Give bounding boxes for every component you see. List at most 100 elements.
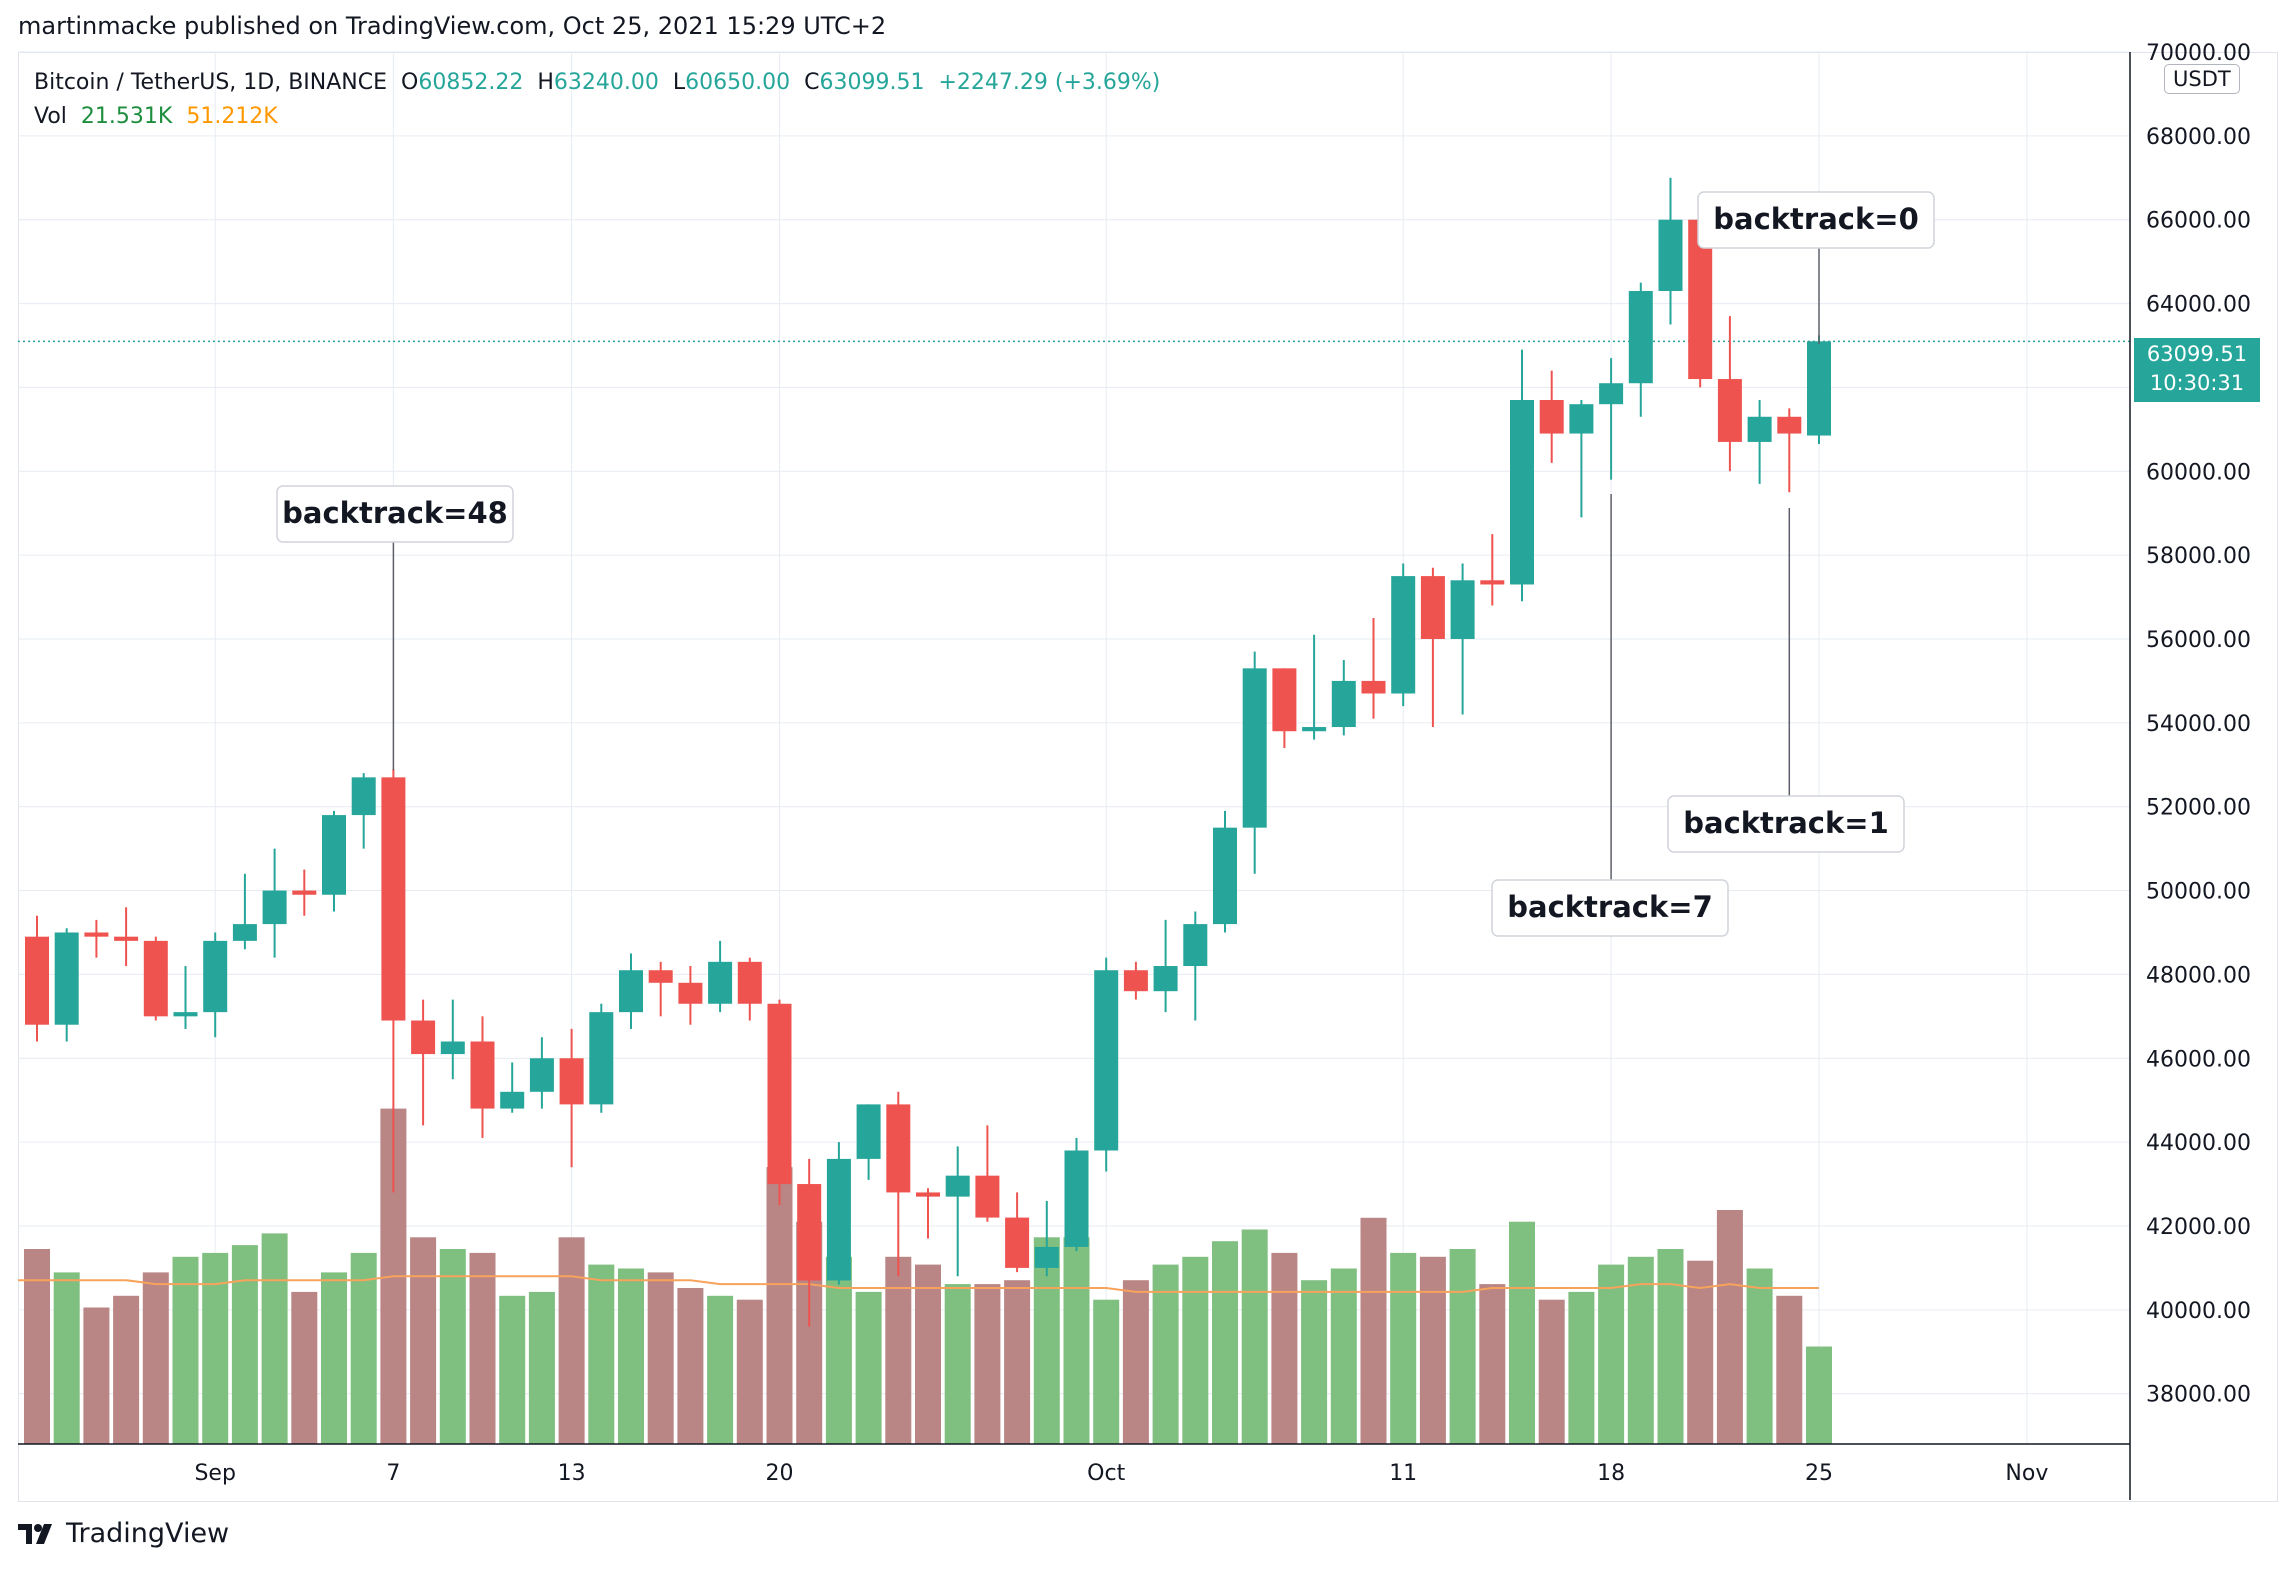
- candles: [25, 177, 1831, 1327]
- close-label: C: [804, 70, 820, 95]
- callout-box: [276, 485, 514, 543]
- volume-bar: [1182, 1256, 1209, 1444]
- callout-box: [1697, 191, 1935, 249]
- symbol-label[interactable]: Bitcoin / TetherUS, 1D, BINANCE: [34, 70, 388, 95]
- candle-body: [1094, 970, 1119, 1151]
- volume-bar: [1598, 1264, 1625, 1444]
- candle-body: [1658, 219, 1683, 291]
- volume-label[interactable]: Vol: [34, 104, 67, 129]
- candle-body: [173, 1012, 198, 1017]
- price-tick-label: 64000.00: [2146, 293, 2251, 318]
- price-tick-label: 70000.00: [2146, 41, 2251, 66]
- currency-unit-button[interactable]: USDT: [2164, 64, 2240, 94]
- time-tick-label: Sep: [194, 1461, 235, 1486]
- candle-body: [678, 982, 703, 1004]
- time-tick-label: 25: [1805, 1461, 1833, 1486]
- candle-body: [1034, 1246, 1059, 1268]
- volume-bar: [1122, 1280, 1149, 1444]
- candle-body: [945, 1175, 970, 1197]
- change-value: +2247.29 (+3.69%): [938, 70, 1161, 95]
- candle-body: [767, 1003, 792, 1185]
- candle-body: [1361, 680, 1386, 694]
- candle-body: [797, 1184, 822, 1281]
- candle-body: [737, 961, 762, 1004]
- volume-bar: [83, 1307, 110, 1444]
- price-tick-label: 48000.00: [2146, 963, 2251, 988]
- low-value: 60650.00: [685, 70, 791, 95]
- price-tick-label: 40000.00: [2146, 1299, 2251, 1324]
- candle-body: [262, 890, 287, 925]
- tradingview-footer[interactable]: TradingView: [18, 1518, 229, 1549]
- volume-bar: [113, 1295, 140, 1444]
- candle-body: [1302, 727, 1327, 732]
- price-tick-label: 50000.00: [2146, 880, 2251, 905]
- volume-bar: [469, 1252, 496, 1444]
- high-label: H: [537, 70, 554, 95]
- volume-bar: [736, 1299, 763, 1444]
- open-label: O: [401, 70, 419, 95]
- candle-body: [1420, 576, 1445, 639]
- candle-body: [25, 936, 49, 1025]
- bar-countdown: 10:30:31: [2149, 371, 2245, 395]
- price-tick-label: 66000.00: [2146, 209, 2251, 234]
- candle-body: [470, 1041, 495, 1109]
- price-tick-label: 42000.00: [2146, 1215, 2251, 1240]
- volume-bar: [1419, 1256, 1446, 1444]
- volume-bar: [618, 1268, 644, 1444]
- candle-body: [351, 777, 376, 816]
- candle-body: [559, 1058, 584, 1105]
- price-tick-label: 54000.00: [2146, 712, 2251, 737]
- volume-bar: [1806, 1346, 1832, 1444]
- volume-bar: [1360, 1217, 1387, 1444]
- candle-body: [114, 936, 139, 941]
- price-tick-label: 46000.00: [2146, 1047, 2251, 1072]
- candle-body: [1450, 580, 1475, 639]
- volume-bar: [202, 1252, 229, 1444]
- volume-bar: [1509, 1221, 1535, 1444]
- volume-ma-line: [18, 1275, 1819, 1293]
- volume-bar: [1063, 1237, 1090, 1444]
- candle-body: [529, 1058, 554, 1092]
- volume-bar: [172, 1256, 199, 1444]
- publish-header: martinmacke published on TradingView.com…: [18, 12, 887, 40]
- time-axis: Sep 7 13 20 Oct 11 18 25 Nov: [18, 1443, 2130, 1486]
- price-tick-label: 44000.00: [2146, 1131, 2251, 1156]
- candle-body: [54, 932, 79, 1025]
- volume-bar: [1627, 1256, 1654, 1444]
- volume-legend: Vol 21.531K 51.212K: [34, 104, 278, 129]
- callout-label: backtrack=48: [282, 496, 508, 530]
- volume-bar: [1568, 1291, 1595, 1444]
- last-price-tag: 63099.51 10:30:31: [2134, 338, 2260, 402]
- volume-bar: [1776, 1295, 1803, 1444]
- candle-body: [1153, 966, 1178, 992]
- candle-body: [826, 1158, 851, 1281]
- candle-body: [619, 970, 643, 1013]
- callout-box: [1667, 795, 1905, 853]
- callout-label: backtrack=0: [1713, 202, 1919, 236]
- volume-bar: [1271, 1252, 1298, 1444]
- volume-bar: [558, 1237, 585, 1444]
- callout-label: backtrack=1: [1683, 806, 1889, 840]
- annotations: backtrack=48 backtrack=7 backtrack=1 backtr…: [276, 191, 1935, 937]
- volume-bar: [885, 1256, 912, 1444]
- volume-bar: [1330, 1268, 1357, 1444]
- candle-body: [1539, 400, 1564, 434]
- candle-body: [1391, 576, 1416, 694]
- volume-bar: [1687, 1260, 1714, 1444]
- volume-bar: [24, 1249, 50, 1444]
- price-axis: 38000.00 40000.00 42000.00 44000.00 46000.00…: [2129, 41, 2251, 1500]
- volume-ma-value: 51.212K: [186, 104, 278, 129]
- volume-bar: [291, 1291, 318, 1444]
- volume-bar: [1657, 1249, 1684, 1444]
- candle-body: [440, 1041, 465, 1055]
- volume-bars: [24, 1108, 1832, 1444]
- callout-label: backtrack=7: [1507, 890, 1713, 924]
- volume-bar: [1093, 1299, 1120, 1444]
- time-tick-label: 7: [386, 1461, 400, 1486]
- candle-body: [1599, 383, 1624, 405]
- candle-body: [916, 1192, 940, 1197]
- callout-box: [1491, 879, 1729, 937]
- volume-bar: [1538, 1299, 1565, 1444]
- candle-body: [975, 1175, 1000, 1218]
